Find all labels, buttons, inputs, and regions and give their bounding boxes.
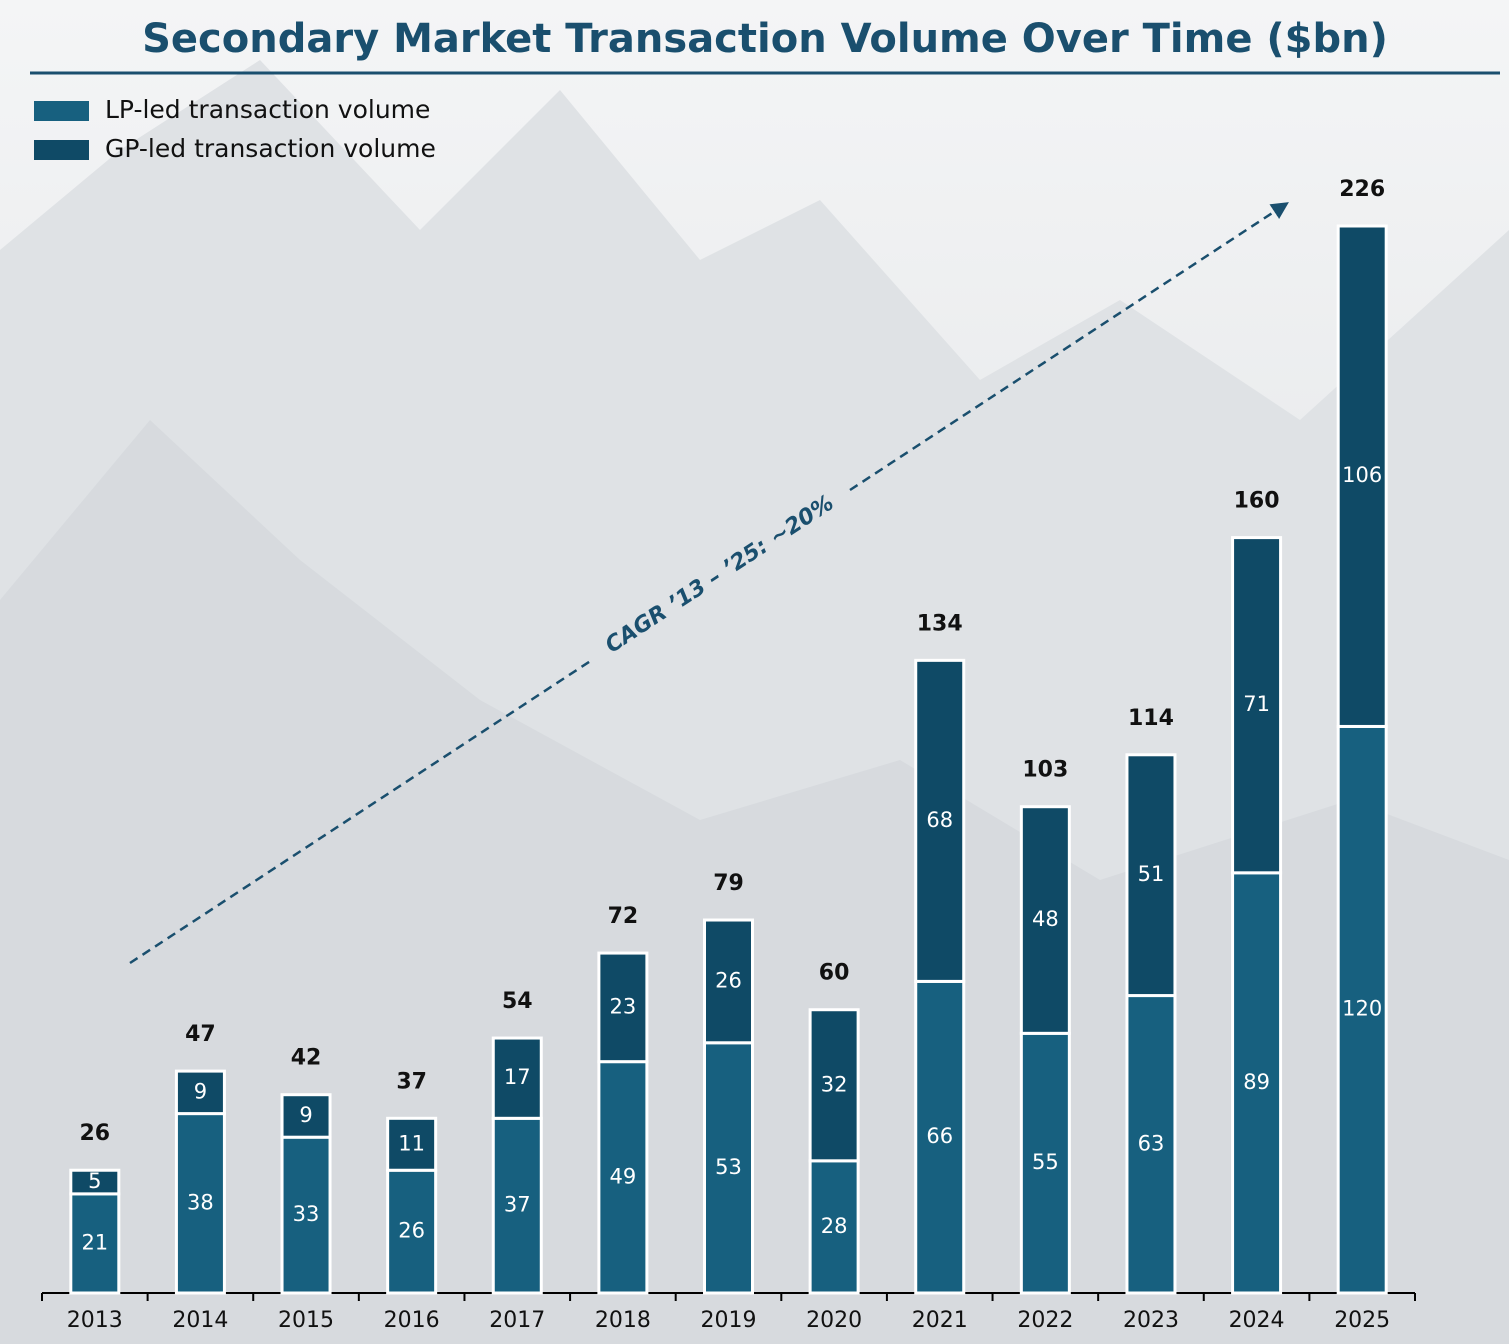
bar-segment <box>914 658 966 983</box>
total-label: 26 <box>79 1121 110 1146</box>
total-label: 134 <box>917 611 963 636</box>
total-label: 54 <box>502 989 533 1014</box>
total-label: 42 <box>291 1046 322 1071</box>
trend-arrow <box>129 658 593 965</box>
x-tick-label: 2018 <box>595 1308 651 1333</box>
total-label: 114 <box>1128 706 1174 731</box>
total-label: 37 <box>396 1069 427 1094</box>
x-tick-label: 2020 <box>806 1308 862 1333</box>
segment-label: 63 <box>1138 1131 1165 1155</box>
legend-swatch <box>34 140 89 160</box>
x-tick-label: 2016 <box>384 1308 440 1333</box>
x-tick-label: 2015 <box>278 1308 334 1333</box>
bar-segment <box>597 951 649 1064</box>
segment-label: 5 <box>88 1169 101 1193</box>
x-tick-label: 2013 <box>67 1308 123 1333</box>
bar-segment <box>703 918 754 1045</box>
segment-label: 68 <box>926 808 953 832</box>
legend-label: LP-led transaction volume <box>105 95 430 124</box>
bar-segment <box>1125 994 1177 1295</box>
total-label: 79 <box>713 871 744 896</box>
x-tick-label: 2024 <box>1229 1308 1285 1333</box>
segment-label: 53 <box>715 1155 742 1179</box>
segment-label: 55 <box>1032 1150 1059 1174</box>
bar-segment <box>69 1168 121 1196</box>
bar-segment <box>491 1036 543 1120</box>
x-tick-label: 2019 <box>701 1308 757 1333</box>
segment-label: 11 <box>398 1131 425 1155</box>
bar-segment <box>1125 753 1177 998</box>
segment-label: 26 <box>398 1219 425 1243</box>
segment-label: 89 <box>1243 1070 1270 1094</box>
bar-segment <box>386 1116 438 1172</box>
chart-title: Secondary Market Transaction Volume Over… <box>142 16 1388 62</box>
segment-label: 49 <box>610 1164 637 1188</box>
legend-swatch <box>34 101 89 121</box>
total-label: 160 <box>1234 489 1280 514</box>
bar-segment <box>280 1093 332 1139</box>
legend-label: GP-led transaction volume <box>105 134 436 163</box>
segment-label: 17 <box>504 1065 531 1089</box>
x-tick-label: 2025 <box>1334 1308 1390 1333</box>
segment-label: 32 <box>821 1072 848 1096</box>
bar-segment <box>808 1159 860 1295</box>
segment-label: 120 <box>1342 997 1382 1021</box>
segment-label: 28 <box>821 1214 848 1238</box>
segment-label: 9 <box>194 1079 207 1103</box>
bar-segment <box>386 1168 438 1295</box>
segment-label: 23 <box>610 994 637 1018</box>
x-tick-label: 2021 <box>912 1308 968 1333</box>
bar-segment <box>703 1041 754 1295</box>
x-tick-label: 2022 <box>1017 1308 1073 1333</box>
bar-segment <box>69 1192 121 1295</box>
segment-label: 37 <box>504 1193 531 1217</box>
bar-segment <box>1231 871 1283 1295</box>
segment-label: 21 <box>81 1230 108 1254</box>
trend-arrow <box>849 202 1289 492</box>
bar-segment <box>1231 536 1283 875</box>
total-label: 103 <box>1022 758 1068 783</box>
total-label: 226 <box>1339 177 1385 202</box>
total-label: 72 <box>608 904 639 929</box>
x-tick-label: 2017 <box>489 1308 545 1333</box>
bar-segment <box>1336 224 1388 728</box>
segment-label: 48 <box>1032 907 1059 931</box>
bar-segment <box>174 1069 226 1116</box>
x-tick-label: 2023 <box>1123 1308 1179 1333</box>
segment-label: 26 <box>715 968 742 992</box>
bar-segment <box>1019 805 1071 1035</box>
segment-label: 9 <box>299 1103 312 1127</box>
bar-segment <box>914 979 966 1295</box>
segment-label: 106 <box>1342 463 1382 487</box>
segment-label: 38 <box>187 1190 214 1214</box>
total-label: 60 <box>819 961 850 986</box>
segment-label: 51 <box>1138 862 1165 886</box>
bar-segment <box>174 1112 226 1295</box>
segment-label: 33 <box>293 1202 320 1226</box>
bar-segment <box>597 1060 649 1295</box>
x-tick-label: 2014 <box>172 1308 228 1333</box>
segment-label: 66 <box>926 1124 953 1148</box>
bar-segment <box>808 1008 860 1163</box>
total-label: 47 <box>185 1022 216 1047</box>
segment-label: 71 <box>1243 692 1270 716</box>
